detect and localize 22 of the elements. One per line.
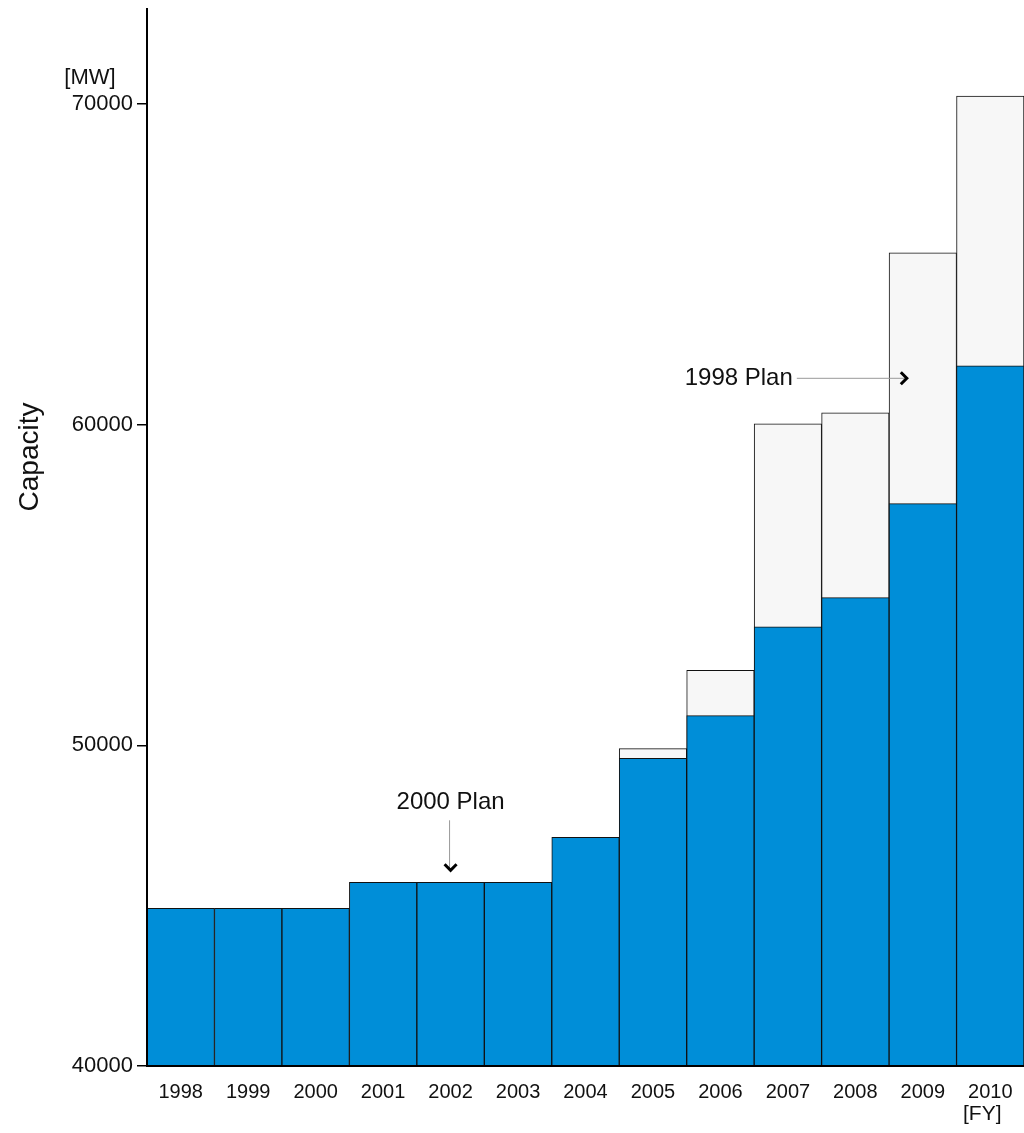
y-axis-title: Capacity xyxy=(12,402,44,512)
series-label: 1998 Plan xyxy=(684,362,793,390)
x-tick-label: 2008 xyxy=(833,1079,878,1102)
x-tick-label: 2005 xyxy=(630,1079,676,1102)
y-tick-label: 40000 xyxy=(71,1052,133,1078)
x-tick-label: 2006 xyxy=(698,1079,743,1102)
x-tick-label: 2002 xyxy=(428,1079,473,1102)
x-tick-label: 2003 xyxy=(495,1079,541,1102)
y-tick-label: 70000 xyxy=(71,90,133,116)
text: 2000 Plan xyxy=(396,786,505,814)
x-tick-label: 2009 xyxy=(900,1079,946,1102)
y-tick-label: 50000 xyxy=(71,731,133,757)
x-tick-label: 2004 xyxy=(563,1079,608,1102)
x-axis-title: [FY] xyxy=(963,1100,1002,1124)
x-tick-label: 2001 xyxy=(360,1079,406,1102)
x-tick-label: 1999 xyxy=(225,1079,271,1102)
y-tick-label: 60000 xyxy=(71,410,133,436)
x-tick-label: 2000 xyxy=(293,1079,338,1102)
text: [MW] xyxy=(64,64,116,90)
x-tick-label: 1998 xyxy=(158,1079,203,1102)
x-tick-label: 2007 xyxy=(765,1079,811,1102)
x-tick-label: 2010 xyxy=(968,1079,1013,1102)
